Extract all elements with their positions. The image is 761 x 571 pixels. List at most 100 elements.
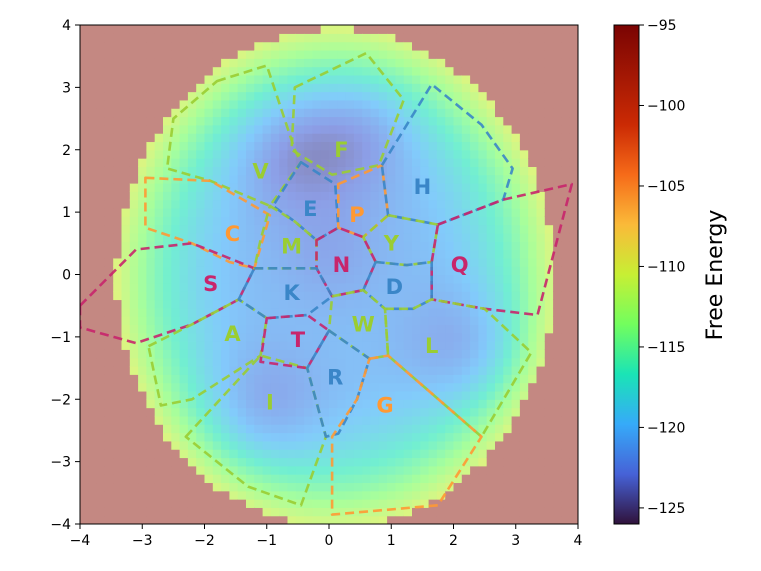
heatmap-cell [436, 365, 446, 375]
heatmap-cell [270, 307, 280, 317]
heatmap-cell [129, 341, 139, 350]
heatmap-cell [403, 282, 413, 292]
heatmap-cell [304, 274, 313, 284]
heatmap-cell [96, 299, 106, 309]
heatmap-cell [295, 374, 305, 384]
heatmap-cell [287, 58, 297, 68]
heatmap-cell [511, 415, 521, 425]
heatmap-cell [163, 241, 172, 251]
heatmap-cell [403, 324, 413, 334]
heatmap-cell [486, 49, 496, 59]
heatmap-cell [362, 191, 372, 201]
heatmap-cell [196, 133, 206, 143]
heatmap-cell [536, 166, 546, 176]
heatmap-cell [403, 299, 413, 309]
heatmap-cell [279, 33, 289, 43]
heatmap-cell [528, 507, 538, 517]
heatmap-cell [204, 324, 214, 334]
heatmap-cell [187, 357, 197, 367]
heatmap-cell [129, 74, 139, 84]
heatmap-cell [445, 282, 455, 292]
heatmap-cell [229, 374, 239, 384]
heatmap-cell [287, 174, 297, 184]
heatmap-cell [495, 465, 504, 475]
heatmap-cell [113, 49, 123, 59]
heatmap-cell [196, 382, 206, 392]
heatmap-cell [154, 199, 164, 209]
heatmap-cell [262, 249, 272, 259]
heatmap-cell [528, 390, 538, 400]
heatmap-cell [312, 299, 322, 309]
heatmap-cell [279, 266, 289, 276]
heatmap-cell [511, 83, 521, 93]
heatmap-cell [254, 357, 264, 367]
heatmap-cell [187, 274, 197, 284]
heatmap-cell [221, 274, 230, 284]
heatmap-cell [478, 282, 488, 292]
heatmap-cell [420, 274, 430, 284]
heatmap-cell [528, 174, 538, 184]
heatmap-cell [528, 166, 538, 176]
heatmap-cell [503, 365, 513, 375]
heatmap-cell [80, 25, 89, 34]
region-label-c: C [225, 222, 240, 246]
heatmap-cell [171, 74, 181, 84]
heatmap-cell [146, 49, 156, 59]
heatmap-cell [270, 149, 280, 159]
heatmap-cell [246, 108, 255, 118]
heatmap-cell [378, 515, 388, 524]
x-tick-label: 2 [449, 533, 458, 549]
heatmap-cell [536, 382, 546, 392]
heatmap-cell [96, 440, 106, 450]
heatmap-cell [461, 474, 471, 484]
heatmap-cell [478, 357, 488, 367]
heatmap-cell [503, 141, 513, 151]
heatmap-cell [229, 341, 239, 350]
heatmap-cell [179, 216, 189, 226]
heatmap-cell [337, 474, 347, 484]
heatmap-cell [345, 515, 355, 524]
heatmap-cell [121, 316, 131, 325]
heatmap-cell [503, 457, 513, 467]
heatmap-cell [445, 415, 455, 425]
heatmap-cell [254, 316, 264, 325]
heatmap-cell [461, 99, 471, 109]
heatmap-cell [337, 316, 347, 325]
heatmap-cell [312, 191, 322, 201]
heatmap-cell [353, 216, 363, 226]
heatmap-cell [353, 507, 363, 517]
heatmap-cell [569, 191, 578, 201]
heatmap-cell [154, 457, 164, 467]
heatmap-cell [212, 41, 222, 51]
heatmap-cell [470, 482, 479, 492]
heatmap-cell [519, 440, 529, 450]
heatmap-cell [445, 133, 455, 143]
heatmap-cell [237, 224, 247, 234]
heatmap-cell [461, 74, 471, 84]
heatmap-cell [345, 415, 355, 425]
heatmap-cell [113, 207, 123, 217]
heatmap-cell [478, 124, 488, 134]
heatmap-cell [254, 108, 264, 118]
heatmap-cell [461, 116, 471, 126]
heatmap-cell [470, 474, 479, 484]
heatmap-cell [179, 74, 189, 84]
heatmap-cell [378, 274, 388, 284]
heatmap-cell [179, 507, 189, 517]
heatmap-cell [436, 291, 446, 301]
heatmap-cell [121, 424, 131, 434]
heatmap-cell [254, 490, 264, 500]
heatmap-cell [138, 316, 147, 325]
heatmap-cell [370, 191, 380, 201]
heatmap-cell [171, 49, 181, 59]
heatmap-cell [503, 299, 513, 309]
heatmap-cell [345, 482, 355, 492]
heatmap-cell [295, 274, 305, 284]
heatmap-cell [163, 365, 172, 375]
heatmap-cell [428, 191, 438, 201]
heatmap-cell [154, 166, 164, 176]
heatmap-cell [146, 99, 156, 109]
heatmap-cell [345, 499, 355, 508]
heatmap-cell [553, 482, 562, 492]
heatmap-cell [544, 149, 554, 159]
